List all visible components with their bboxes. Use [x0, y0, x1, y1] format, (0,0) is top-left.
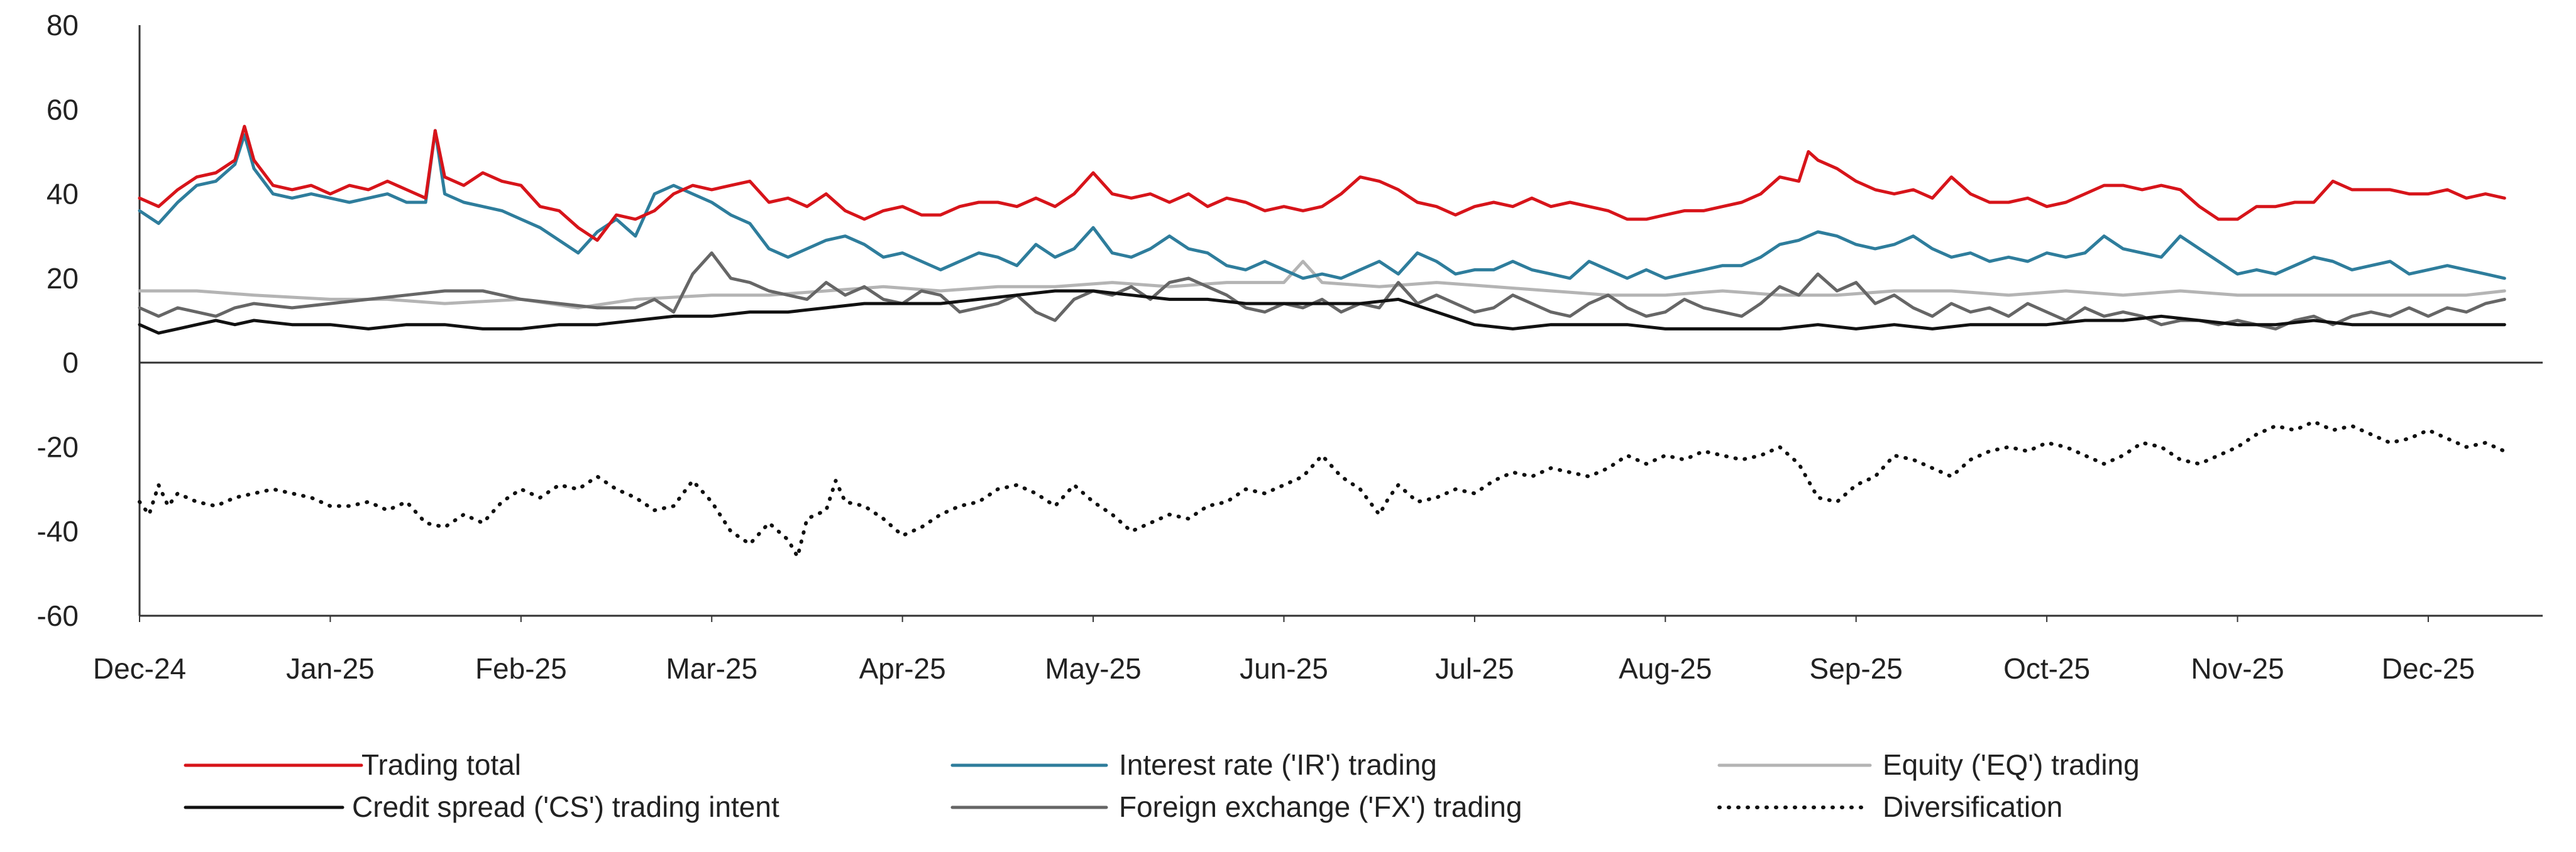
- y-tick-label: -60: [37, 599, 79, 632]
- x-tick-label: Dec-25: [2382, 652, 2475, 685]
- y-tick-label: 80: [47, 9, 79, 41]
- series-line-5: [138, 420, 2507, 559]
- legend-label-3: Credit spread ('CS') trading intent: [352, 790, 779, 823]
- x-tick-label: Aug-25: [1619, 652, 1712, 685]
- x-axis-tick-labels: Dec-24 Jan-25 Feb-25 Mar-25 Apr-25 May-25 Jun-…: [93, 616, 2475, 685]
- chart-axes: [138, 25, 2543, 617]
- x-tick-label: Nov-25: [2191, 652, 2284, 685]
- legend-label-1: Interest rate ('IR') trading: [1119, 748, 1437, 781]
- x-tick-label: Mar-25: [666, 652, 757, 685]
- series-lines: [138, 124, 2507, 559]
- series-line-2: [138, 259, 2506, 310]
- y-tick-label: 40: [47, 178, 79, 210]
- legend-label-5: Diversification: [1883, 790, 2062, 823]
- x-tick-label: Apr-25: [859, 652, 946, 685]
- x-tick-label: Jun-25: [1240, 652, 1328, 685]
- legend-label-2: Equity ('EQ') trading: [1883, 748, 2140, 781]
- x-tick-label: Dec-24: [93, 652, 186, 685]
- series-line-0: [138, 124, 2506, 242]
- x-tick-label: Sep-25: [1810, 652, 1903, 685]
- x-tick-label: Feb-25: [475, 652, 567, 685]
- y-tick-label: 20: [47, 262, 79, 295]
- x-tick-label: Jul-25: [1435, 652, 1514, 685]
- legend-label-4: Foreign exchange ('FX') trading: [1119, 790, 1522, 823]
- y-axis-tick-labels: 80 60 40 20 0 -20 -40 -60: [37, 9, 79, 632]
- y-tick-label: 60: [47, 93, 79, 126]
- y-tick-label: -40: [37, 515, 79, 548]
- x-tick-label: Oct-25: [2003, 652, 2090, 685]
- series-line-1: [138, 129, 2506, 280]
- x-tick-label: May-25: [1045, 652, 1141, 685]
- series-line-3: [138, 289, 2506, 335]
- x-tick-label: Jan-25: [286, 652, 375, 685]
- y-tick-label: 0: [62, 346, 79, 379]
- chart-legend: Trading total Interest rate ('IR') tradin…: [184, 748, 2140, 823]
- y-tick-label: -20: [37, 430, 79, 463]
- legend-label-0: Trading total: [361, 748, 521, 781]
- series-line-4: [138, 251, 2506, 330]
